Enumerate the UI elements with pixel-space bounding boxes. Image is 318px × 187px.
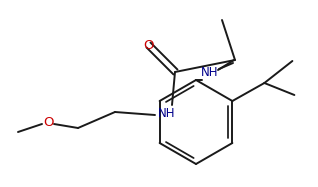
Text: O: O [143,39,153,51]
Text: O: O [43,116,53,128]
Text: NH: NH [201,65,219,79]
Text: NH: NH [158,107,176,119]
